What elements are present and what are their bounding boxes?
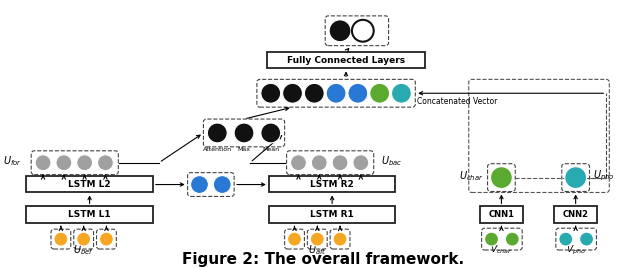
Circle shape [35,155,51,171]
Text: LSTM R1: LSTM R1 [310,210,354,219]
Bar [269,176,396,193]
Circle shape [213,176,231,193]
Text: LSTM L1: LSTM L1 [68,210,111,219]
Circle shape [392,83,412,103]
Circle shape [332,155,348,171]
Circle shape [506,232,519,246]
Circle shape [370,83,390,103]
Text: $U_{char}$: $U_{char}$ [459,169,484,182]
Circle shape [352,20,374,42]
Circle shape [329,20,351,42]
Circle shape [56,155,72,171]
Circle shape [291,155,307,171]
Text: $V_{char}$: $V_{char}$ [490,244,513,256]
Circle shape [484,232,499,246]
Circle shape [326,83,346,103]
Circle shape [564,167,586,189]
Text: CNN1: CNN1 [488,210,515,219]
Text: LSTM R2: LSTM R2 [310,179,354,189]
Text: $V_{pho}$: $V_{pho}$ [566,243,586,257]
Bar [269,206,396,223]
Circle shape [261,83,281,103]
Text: Attention: Attention [203,147,232,152]
Text: Mean: Mean [262,147,279,152]
Circle shape [283,83,303,103]
Circle shape [305,83,324,103]
Circle shape [310,232,324,246]
Circle shape [234,123,254,143]
Circle shape [99,232,113,246]
Bar [26,206,153,223]
Circle shape [54,232,68,246]
Circle shape [77,232,91,246]
Text: Fully Connected Layers: Fully Connected Layers [287,55,405,65]
Circle shape [559,232,573,246]
Text: CNN2: CNN2 [563,210,589,219]
Text: $U_{pho}$: $U_{pho}$ [593,168,615,183]
Circle shape [207,123,227,143]
Circle shape [261,123,281,143]
Circle shape [77,155,93,171]
Circle shape [287,232,301,246]
Bar [267,52,425,68]
Circle shape [191,176,209,193]
Text: LSTM L2: LSTM L2 [68,179,111,189]
Circle shape [580,232,593,246]
Text: $U_{aft}$: $U_{aft}$ [308,243,326,257]
Circle shape [353,155,369,171]
Text: $U_{for}$: $U_{for}$ [3,154,22,168]
Text: $U_{bac}$: $U_{bac}$ [381,154,402,168]
Text: Max: Max [237,147,250,152]
Bar [26,176,153,193]
Text: $U_{bef}$: $U_{bef}$ [73,243,94,257]
Circle shape [348,83,368,103]
Circle shape [333,232,347,246]
Circle shape [97,155,113,171]
Circle shape [311,155,327,171]
Text: Concatenated Vector: Concatenated Vector [417,97,498,106]
Bar [479,206,523,223]
Bar [554,206,597,223]
Circle shape [490,167,512,189]
Text: Figure 2: The overall framework.: Figure 2: The overall framework. [182,252,464,267]
